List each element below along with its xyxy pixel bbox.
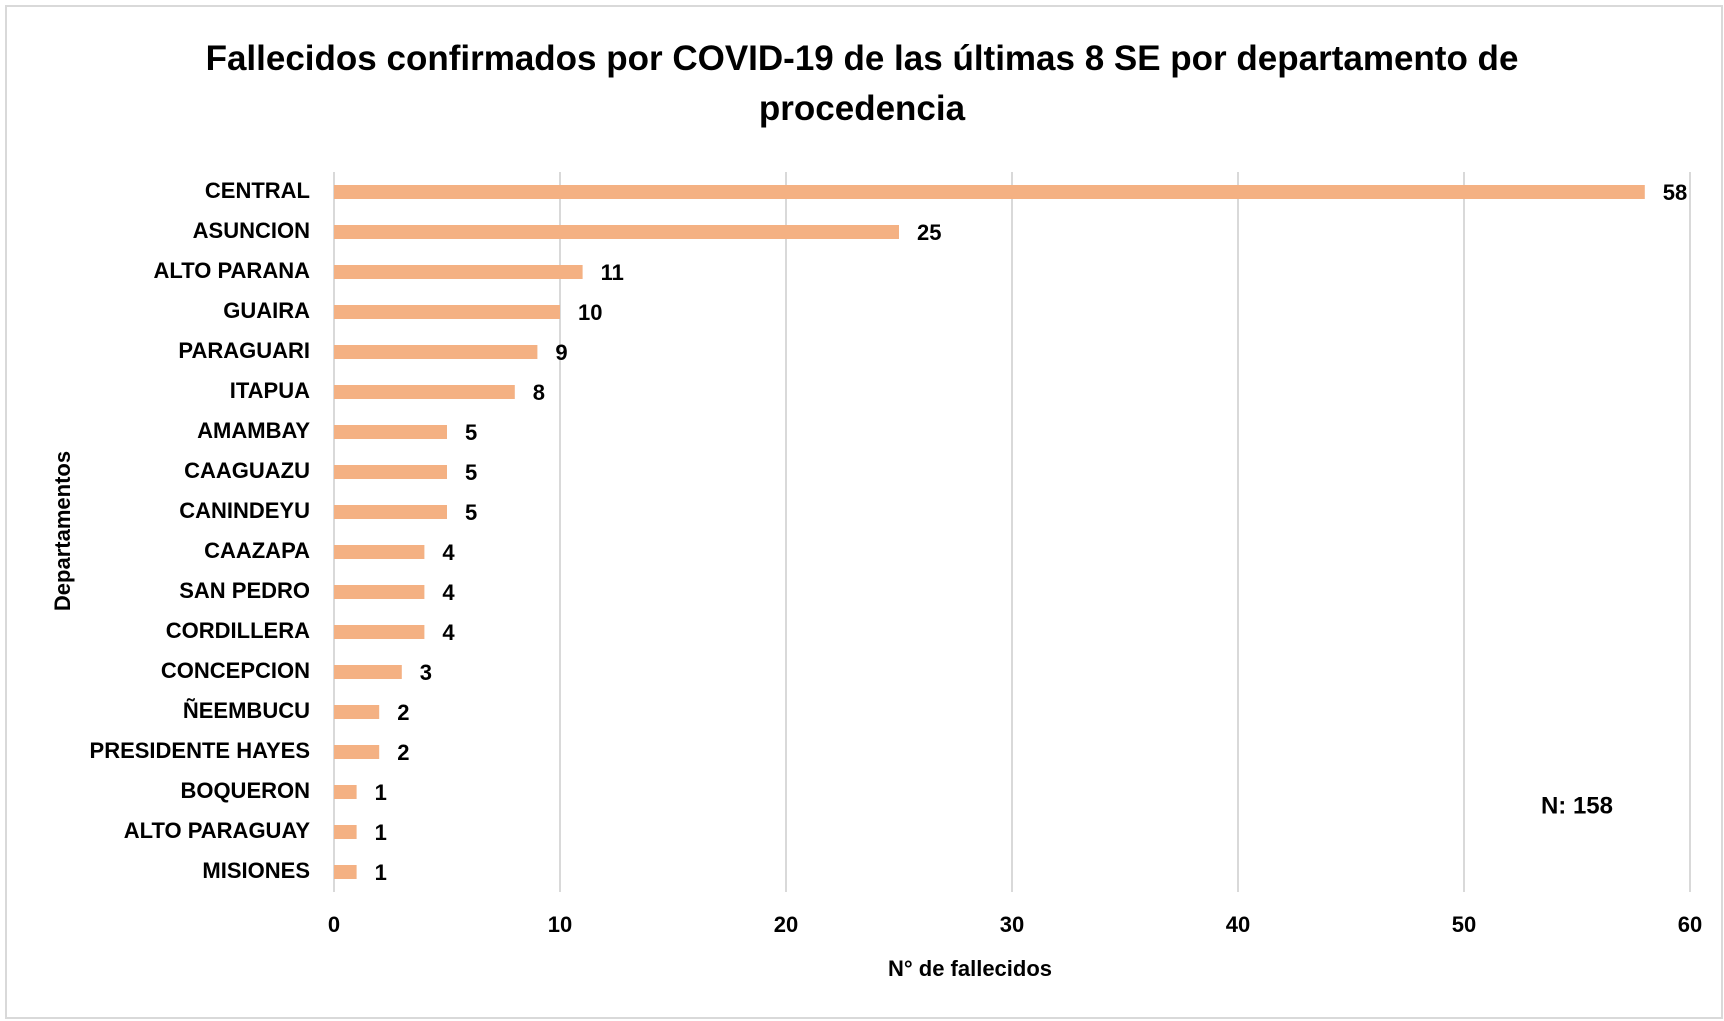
chart-frame bbox=[5, 5, 1723, 1019]
data-label: 4 bbox=[442, 580, 455, 605]
bar bbox=[334, 625, 425, 639]
data-label: 2 bbox=[397, 740, 409, 765]
y-tick-label: CORDILLERA bbox=[166, 618, 310, 643]
y-tick-label: CENTRAL bbox=[205, 178, 310, 203]
data-label: 3 bbox=[420, 660, 432, 685]
data-label: 1 bbox=[375, 820, 387, 845]
x-tick-label: 30 bbox=[1000, 912, 1024, 937]
data-label: 1 bbox=[375, 860, 387, 885]
y-tick-label: CONCEPCION bbox=[161, 658, 310, 683]
y-tick-label: CAAGUAZU bbox=[184, 458, 310, 483]
bar bbox=[334, 345, 538, 359]
y-tick-label: ASUNCION bbox=[193, 218, 310, 243]
x-tick-label: 20 bbox=[774, 912, 798, 937]
x-axis-label: N° de fallecidos bbox=[888, 956, 1052, 981]
data-label: 10 bbox=[578, 300, 602, 325]
bar bbox=[334, 265, 583, 279]
x-tick-label: 60 bbox=[1678, 912, 1702, 937]
annotation: N: 158 bbox=[1541, 792, 1613, 819]
y-tick-label: BOQUERON bbox=[180, 778, 310, 803]
bar bbox=[334, 425, 447, 439]
y-tick-label: ITAPUA bbox=[230, 378, 310, 403]
bar bbox=[334, 865, 357, 879]
bar bbox=[334, 745, 380, 759]
y-tick-label: PRESIDENTE HAYES bbox=[90, 738, 310, 763]
bar bbox=[334, 665, 402, 679]
data-label: 58 bbox=[1663, 180, 1687, 205]
chart-title: Fallecidos confirmados por COVID-19 de l… bbox=[205, 39, 1519, 128]
data-label: 2 bbox=[397, 700, 409, 725]
x-tick-label: 10 bbox=[548, 912, 572, 937]
x-tick-label: 40 bbox=[1226, 912, 1250, 937]
bar bbox=[334, 825, 357, 839]
y-axis-label: Departamentos bbox=[50, 451, 75, 611]
data-label: 11 bbox=[601, 260, 624, 285]
bar bbox=[334, 785, 357, 799]
y-tick-label: PARAGUARI bbox=[178, 338, 310, 363]
bar bbox=[334, 465, 447, 479]
y-tick-label: ALTO PARANA bbox=[154, 258, 311, 283]
bar bbox=[334, 185, 1645, 199]
bar bbox=[334, 385, 515, 399]
y-tick-label: AMAMBAY bbox=[197, 418, 310, 443]
data-label: 5 bbox=[465, 500, 477, 525]
data-label: 9 bbox=[555, 340, 567, 365]
y-tick-label: GUAIRA bbox=[223, 298, 310, 323]
data-label: 5 bbox=[465, 460, 477, 485]
bar bbox=[334, 305, 560, 319]
bar bbox=[334, 505, 447, 519]
y-tick-label: CANINDEYU bbox=[179, 498, 310, 523]
y-tick-label: MISIONES bbox=[202, 858, 310, 883]
data-label: 1 bbox=[375, 780, 387, 805]
x-tick-label: 50 bbox=[1452, 912, 1476, 937]
data-label: 4 bbox=[442, 540, 455, 565]
data-label: 5 bbox=[465, 420, 477, 445]
bar bbox=[334, 705, 380, 719]
y-tick-label: SAN PEDRO bbox=[179, 578, 310, 603]
x-tick-label: 0 bbox=[328, 912, 340, 937]
bar bbox=[334, 225, 899, 239]
y-tick-label: CAAZAPA bbox=[204, 538, 310, 563]
data-label: 25 bbox=[917, 220, 941, 245]
y-tick-label: ALTO PARAGUAY bbox=[124, 818, 311, 843]
data-label: 8 bbox=[533, 380, 545, 405]
y-tick-label: ÑEEMBUCU bbox=[183, 698, 310, 723]
bar bbox=[334, 545, 425, 559]
data-label: 4 bbox=[442, 620, 455, 645]
bar bbox=[334, 585, 425, 599]
